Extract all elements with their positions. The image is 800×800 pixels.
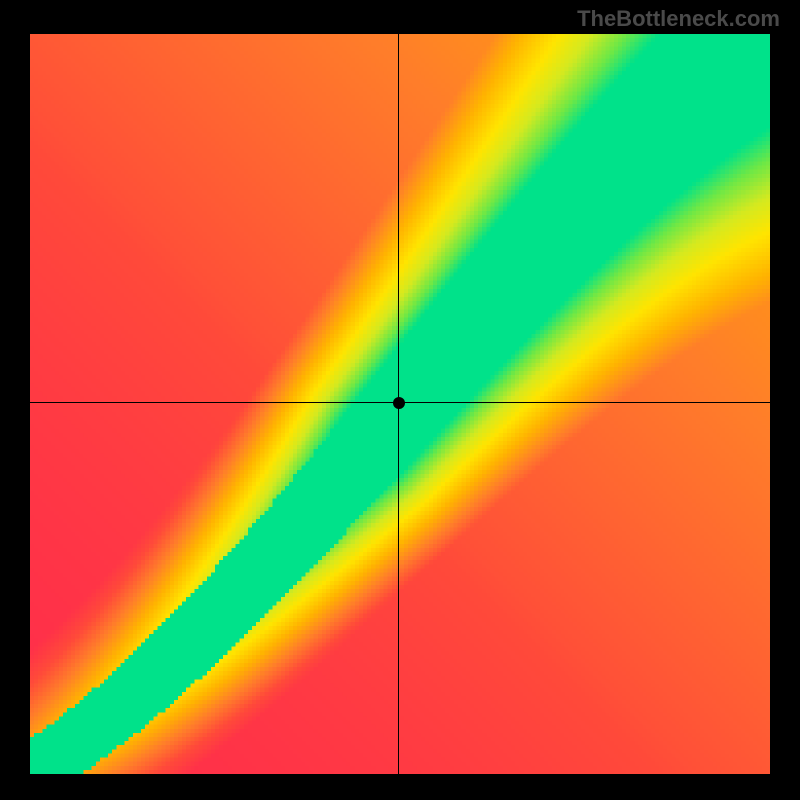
crosshair-marker-dot [393,397,405,409]
chart-container: TheBottleneck.com [0,0,800,800]
watermark-text: TheBottleneck.com [577,6,780,32]
